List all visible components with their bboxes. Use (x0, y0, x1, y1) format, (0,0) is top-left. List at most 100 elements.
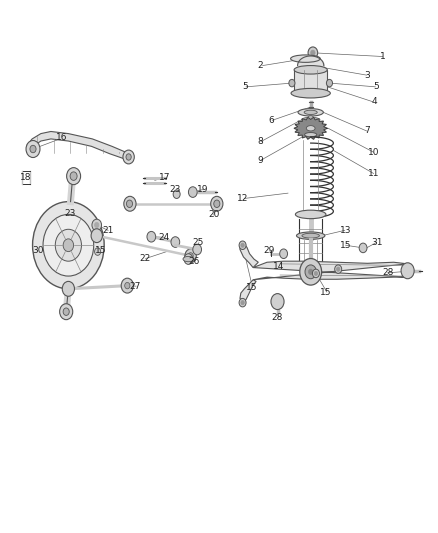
Ellipse shape (291, 88, 330, 98)
Circle shape (92, 219, 102, 231)
Circle shape (300, 259, 321, 285)
Circle shape (63, 239, 74, 252)
Text: 9: 9 (257, 156, 263, 165)
Ellipse shape (294, 89, 327, 98)
Text: 31: 31 (371, 238, 383, 247)
Ellipse shape (297, 232, 325, 239)
Text: 21: 21 (102, 226, 114, 235)
Circle shape (336, 267, 340, 271)
Circle shape (121, 278, 134, 293)
Ellipse shape (298, 109, 323, 116)
Polygon shape (240, 243, 258, 268)
Text: 15: 15 (246, 283, 258, 292)
Circle shape (308, 269, 313, 274)
Text: 30: 30 (32, 246, 43, 255)
Text: 23: 23 (170, 185, 181, 194)
Circle shape (147, 231, 155, 242)
Circle shape (70, 172, 77, 180)
Polygon shape (240, 280, 256, 302)
Circle shape (305, 265, 316, 279)
Text: 8: 8 (257, 137, 263, 146)
Circle shape (188, 253, 193, 259)
Circle shape (67, 167, 81, 184)
Circle shape (308, 47, 318, 59)
Circle shape (43, 214, 94, 276)
Circle shape (124, 196, 136, 211)
Circle shape (32, 201, 104, 289)
Polygon shape (253, 261, 408, 280)
Circle shape (311, 50, 315, 55)
Ellipse shape (302, 233, 319, 238)
Text: 16: 16 (56, 133, 67, 142)
Text: 14: 14 (273, 262, 284, 271)
Circle shape (312, 269, 319, 278)
Circle shape (314, 271, 318, 276)
Text: 20: 20 (208, 211, 219, 220)
Circle shape (71, 208, 82, 221)
Circle shape (280, 249, 288, 259)
Ellipse shape (295, 210, 326, 219)
Text: 28: 28 (272, 312, 283, 321)
Circle shape (359, 243, 367, 253)
Circle shape (95, 222, 99, 228)
Polygon shape (294, 70, 327, 93)
Circle shape (193, 244, 201, 255)
Circle shape (30, 146, 36, 153)
Ellipse shape (183, 256, 194, 262)
Ellipse shape (301, 117, 320, 122)
Circle shape (91, 229, 102, 243)
Circle shape (74, 211, 79, 217)
Circle shape (326, 79, 332, 87)
Circle shape (211, 196, 223, 211)
Circle shape (123, 150, 134, 164)
Circle shape (171, 237, 180, 247)
Text: 26: 26 (188, 257, 199, 265)
Text: 2: 2 (258, 61, 263, 70)
Text: 5: 5 (242, 82, 248, 91)
Polygon shape (294, 117, 327, 139)
Circle shape (125, 282, 130, 289)
Ellipse shape (304, 133, 317, 137)
Circle shape (307, 116, 314, 124)
Text: 11: 11 (368, 169, 380, 178)
Text: 22: 22 (139, 254, 150, 263)
Text: 12: 12 (237, 194, 249, 203)
Ellipse shape (294, 66, 327, 74)
Circle shape (239, 241, 246, 249)
Text: 19: 19 (197, 185, 208, 194)
Text: 18: 18 (20, 173, 32, 182)
Polygon shape (27, 132, 130, 160)
Text: 1: 1 (380, 52, 385, 61)
Circle shape (184, 254, 193, 264)
Circle shape (173, 190, 180, 198)
Text: 5: 5 (373, 82, 379, 91)
Circle shape (335, 265, 342, 273)
Circle shape (239, 298, 246, 307)
Text: 28: 28 (383, 269, 394, 277)
Ellipse shape (306, 126, 315, 131)
Text: 6: 6 (268, 116, 274, 125)
Text: 17: 17 (159, 173, 170, 182)
Circle shape (185, 249, 196, 263)
Text: 15: 15 (340, 241, 351, 250)
Circle shape (214, 200, 220, 207)
Text: 4: 4 (371, 97, 377, 106)
Text: 15: 15 (95, 246, 106, 255)
Text: 10: 10 (368, 148, 380, 157)
Ellipse shape (290, 55, 320, 62)
Text: 24: 24 (159, 233, 170, 242)
Text: 15: 15 (320, 287, 332, 296)
Circle shape (26, 141, 40, 158)
Text: 25: 25 (192, 238, 204, 247)
Circle shape (127, 200, 133, 207)
Circle shape (95, 248, 101, 255)
Circle shape (241, 301, 244, 305)
Circle shape (60, 304, 73, 320)
Circle shape (63, 308, 69, 316)
Text: 7: 7 (364, 126, 370, 135)
Text: 29: 29 (263, 246, 275, 255)
Circle shape (126, 154, 131, 160)
Circle shape (401, 263, 414, 279)
Circle shape (241, 243, 244, 247)
Text: 3: 3 (364, 70, 370, 79)
